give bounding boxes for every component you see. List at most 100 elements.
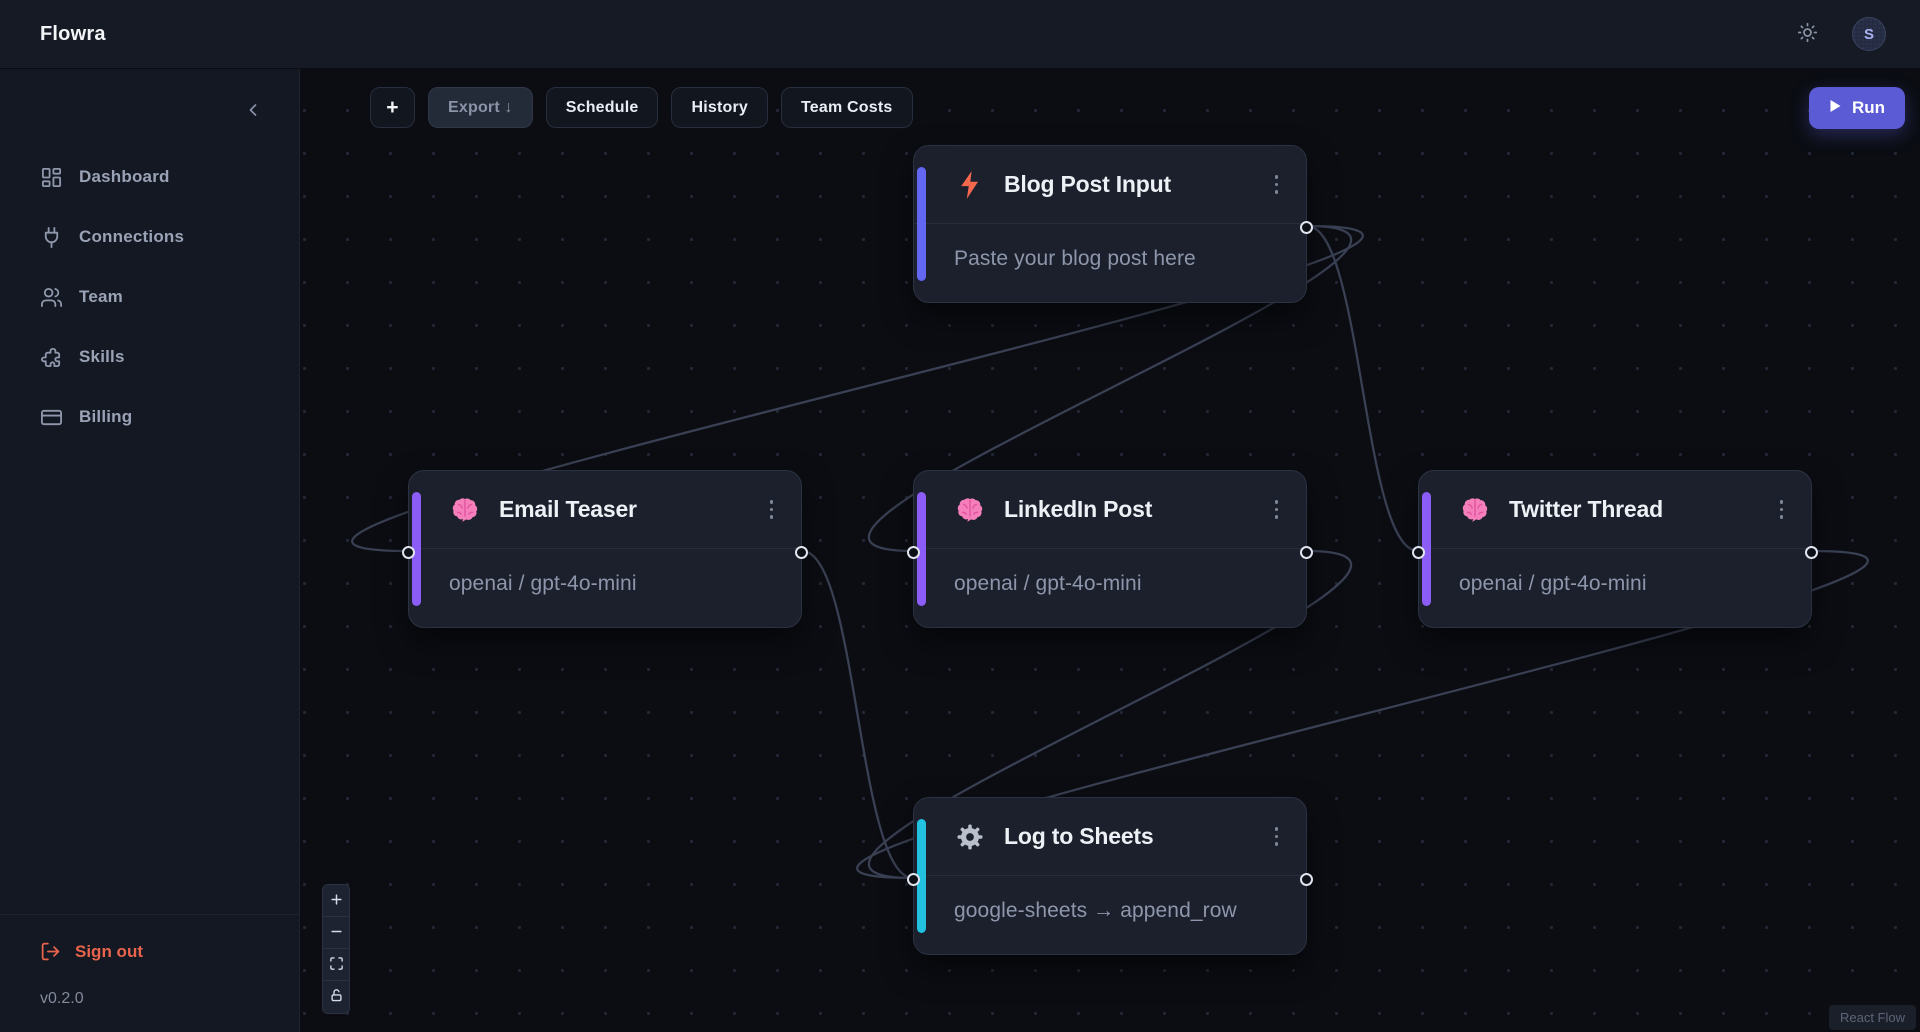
node-subtitle: Paste your blog post here [954, 247, 1196, 270]
theme-toggle-button[interactable] [1790, 17, 1824, 51]
flow-toolbar: + Export ↓ Schedule History Team Costs [370, 87, 913, 128]
history-button[interactable]: History [671, 87, 768, 128]
header-actions: S [1790, 17, 1886, 51]
brain-icon [449, 494, 481, 526]
zoom-in-button[interactable] [323, 885, 349, 917]
run-label: Run [1851, 98, 1885, 117]
sidebar-item-dashboard[interactable]: Dashboard [40, 155, 299, 199]
output-handle[interactable] [1300, 873, 1313, 886]
node-menu-button[interactable] [1269, 169, 1285, 200]
node-menu-button[interactable] [1269, 821, 1285, 852]
team-costs-button[interactable]: Team Costs [780, 87, 913, 128]
node-header: Log to Sheets [914, 798, 1306, 876]
schedule-button[interactable]: Schedule [545, 87, 659, 128]
gear-icon [954, 821, 986, 853]
sign-out-label: Sign out [75, 941, 143, 961]
node-title: LinkedIn Post [1004, 496, 1153, 522]
output-handle[interactable] [1300, 221, 1313, 234]
sidebar-item-skills[interactable]: Skills [40, 335, 299, 379]
node-title: Email Teaser [499, 496, 637, 522]
reactflow-attribution[interactable]: React Flow [1828, 1005, 1916, 1030]
minus-icon [329, 924, 344, 942]
flow-node-linkedin[interactable]: LinkedIn Post openai / gpt-4o-mini [907, 470, 1313, 628]
play-icon [1829, 98, 1842, 118]
sign-out-button[interactable]: Sign out [40, 941, 299, 962]
zoom-out-button[interactable] [323, 917, 349, 949]
flow-node-blog[interactable]: Blog Post Input Paste your blog post her… [913, 145, 1313, 303]
plus-icon [329, 892, 344, 910]
node-menu-button[interactable] [1269, 494, 1285, 525]
input-handle[interactable] [1412, 546, 1425, 559]
chevron-left-icon [243, 103, 263, 123]
node-title: Log to Sheets [1004, 823, 1154, 849]
node-title: Twitter Thread [1509, 496, 1663, 522]
flow-edge-twitter-sheets[interactable] [856, 549, 1869, 880]
avatar[interactable]: S [1852, 17, 1886, 51]
input-handle[interactable] [402, 546, 415, 559]
input-handle[interactable] [907, 546, 920, 559]
app-version: v0.2.0 [40, 990, 84, 1007]
output-handle[interactable] [1805, 546, 1818, 559]
canvas-controls [322, 884, 350, 1014]
flow-edge-email-sheets[interactable] [801, 549, 914, 880]
sidebar-item-billing[interactable]: Billing [40, 395, 299, 439]
users-icon [40, 286, 63, 309]
puzzle-icon [40, 346, 63, 369]
sidebar-item-connections[interactable]: Connections [40, 215, 299, 259]
flow-canvas[interactable]: + Export ↓ Schedule History Team Costs R… [300, 69, 1920, 1032]
sun-icon [1797, 22, 1818, 46]
run-button[interactable]: Run [1808, 87, 1905, 129]
node-header: Twitter Thread [1419, 471, 1811, 549]
lock-toggle-button[interactable] [323, 981, 349, 1013]
node-menu-button[interactable] [764, 494, 780, 525]
credit-card-icon [40, 406, 63, 429]
node-accent-bar [412, 492, 421, 606]
node-subtitle: google-sheets → append_row [954, 899, 1237, 922]
flow-edge-linkedin-sheets[interactable] [867, 549, 1353, 880]
node-accent-bar [917, 819, 926, 933]
output-handle[interactable] [1300, 546, 1313, 559]
output-handle[interactable] [795, 546, 808, 559]
add-node-button[interactable]: + [370, 87, 415, 128]
sidebar: Dashboard Connections Team [0, 69, 300, 1032]
input-handle[interactable] [907, 873, 920, 886]
lock-open-icon [329, 988, 344, 1006]
flow-node-sheets[interactable]: Log to Sheets google-sheets → append_row [907, 797, 1313, 955]
node-subtitle: openai / gpt-4o-mini [449, 572, 637, 595]
plug-icon [40, 226, 63, 249]
sidebar-item-label: Dashboard [79, 167, 170, 186]
flow-edge-blog-email[interactable] [351, 224, 1364, 553]
flow-edge-blog-twitter[interactable] [1306, 224, 1419, 553]
sidebar-item-label: Connections [79, 227, 185, 246]
dashboard-icon [40, 166, 63, 189]
fit-view-button[interactable] [323, 949, 349, 981]
app-header: Flowra S [0, 0, 1920, 69]
sidebar-item-label: Skills [79, 347, 125, 366]
sidebar-item-team[interactable]: Team [40, 275, 299, 319]
brain-icon [1459, 494, 1491, 526]
logout-icon [40, 941, 61, 962]
export-button[interactable]: Export ↓ [428, 87, 533, 128]
sidebar-nav: Dashboard Connections Team [0, 129, 299, 439]
node-header: Email Teaser [409, 471, 801, 549]
node-layer: Blog Post Input Paste your blog post her… [300, 69, 1920, 1032]
node-subtitle: openai / gpt-4o-mini [1459, 572, 1647, 595]
flow-edge-blog-linkedin[interactable] [867, 224, 1353, 553]
node-subtitle: openai / gpt-4o-mini [954, 572, 1142, 595]
lightning-icon [954, 169, 986, 201]
sidebar-item-label: Team [79, 287, 123, 306]
edge-layer [351, 224, 1869, 880]
flow-node-email[interactable]: Email Teaser openai / gpt-4o-mini [402, 470, 808, 628]
node-accent-bar [917, 167, 926, 281]
app-logo: Flowra [40, 22, 106, 45]
sidebar-footer: Sign out v0.2.0 [0, 914, 299, 1032]
node-header: LinkedIn Post [914, 471, 1306, 549]
sidebar-collapse-button[interactable] [241, 99, 265, 123]
sidebar-item-label: Billing [79, 407, 133, 426]
node-menu-button[interactable] [1774, 494, 1790, 525]
fit-view-icon [329, 956, 344, 974]
flow-node-twitter[interactable]: Twitter Thread openai / gpt-4o-mini [1412, 470, 1818, 628]
brain-icon [954, 494, 986, 526]
node-accent-bar [1422, 492, 1431, 606]
node-accent-bar [917, 492, 926, 606]
